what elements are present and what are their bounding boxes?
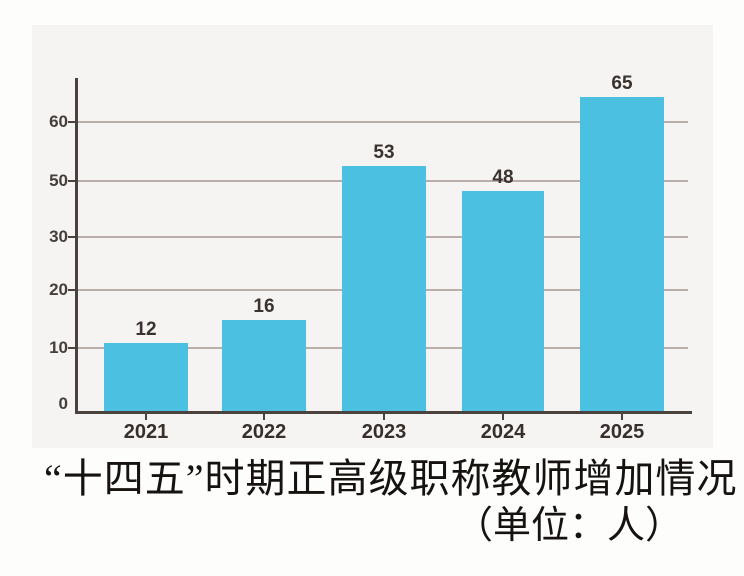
y-tick-50 [68, 180, 77, 182]
bar-2024 [462, 191, 544, 411]
x-tick-label-2022: 2022 [241, 421, 287, 443]
y-axis-label-10: 10 [49, 338, 68, 357]
y-tick-30 [68, 236, 77, 238]
bar-2023 [342, 166, 426, 411]
y-axis-label-0: 0 [58, 394, 68, 413]
bar-2025 [580, 97, 664, 411]
x-tick-label-2021: 2021 [123, 421, 169, 443]
gridline-60 [78, 121, 688, 123]
bar-value-label-2024: 48 [492, 167, 514, 188]
x-tick-2023 [383, 414, 385, 420]
y-axis-line [75, 78, 78, 414]
bar-2022 [222, 320, 306, 411]
x-tick-2021 [145, 414, 147, 420]
x-tick-label-2024: 2024 [480, 421, 526, 443]
y-tick-60 [68, 121, 77, 123]
y-axis-label-60: 60 [49, 112, 68, 131]
y-tick-20 [68, 289, 77, 291]
y-axis-label-50: 50 [49, 171, 68, 190]
x-tick-label-2023: 2023 [361, 421, 407, 443]
x-tick-2024 [502, 414, 504, 420]
x-axis-line [75, 411, 692, 414]
chart-unit-note: （单位：人） [454, 505, 683, 547]
y-axis-label-20: 20 [49, 280, 68, 299]
bar-value-label-2025: 65 [611, 73, 633, 94]
bar-value-label-2023: 53 [373, 142, 395, 163]
x-tick-label-2025: 2025 [599, 421, 645, 443]
bar-value-label-2021: 12 [135, 319, 157, 340]
bar-2021 [104, 343, 188, 411]
chart-title: “十四五”时期正高级职称教师增加情况 [44, 456, 738, 501]
x-tick-2022 [263, 414, 265, 420]
y-axis-label-30: 30 [49, 227, 68, 246]
bar-value-label-2022: 16 [253, 296, 275, 317]
y-tick-10 [68, 347, 77, 349]
x-tick-2025 [621, 414, 623, 420]
